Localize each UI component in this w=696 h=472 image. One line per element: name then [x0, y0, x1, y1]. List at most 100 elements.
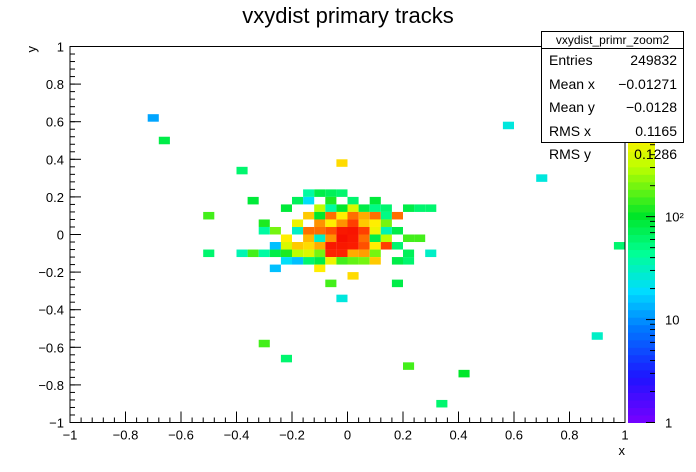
heatmap-cell	[292, 196, 304, 205]
palette-band	[628, 204, 655, 213]
palette-band	[628, 242, 655, 251]
x-tick-label: −0.4	[224, 428, 250, 443]
heatmap-cell	[347, 219, 359, 227]
heatmap-cell	[347, 226, 359, 235]
palette-band	[628, 196, 655, 205]
stats-label: Mean x	[549, 75, 595, 92]
palette-band	[628, 257, 655, 266]
heatmap-cell	[325, 257, 337, 265]
palette-band	[628, 317, 655, 326]
heatmap-cell	[292, 249, 304, 258]
heatmap-cell	[147, 114, 159, 122]
heatmap-cell	[292, 226, 304, 235]
heatmap-cell	[358, 211, 370, 220]
heatmap-cell	[269, 264, 281, 273]
y-axis-label: y	[24, 46, 39, 53]
x-tick-label: −0.6	[168, 428, 194, 443]
x-tick-label: 0	[344, 428, 351, 443]
heatmap-cell	[458, 369, 470, 378]
heatmap-cell	[358, 234, 370, 243]
heatmap-cell	[403, 249, 415, 258]
palette-band	[628, 384, 655, 393]
heatmap-cell	[203, 211, 215, 220]
heatmap-cell	[292, 242, 304, 250]
palette-band	[628, 159, 655, 168]
heatmap-cell	[380, 226, 392, 235]
heatmap-cell	[314, 234, 326, 243]
heatmap-cell	[303, 257, 315, 265]
heatmap-cell	[391, 279, 403, 288]
heatmap-cell	[303, 226, 315, 235]
heatmap-cell	[358, 242, 370, 250]
heatmap-cell	[158, 136, 170, 145]
heatmap-cell	[358, 204, 370, 212]
heatmap-cell	[325, 204, 337, 212]
heatmap-cell	[358, 226, 370, 235]
palette-band	[628, 407, 655, 416]
palette-band	[628, 287, 655, 296]
heatmap-cell	[369, 257, 381, 265]
stats-value: 0.1286	[634, 146, 677, 162]
heatmap-cell	[236, 249, 248, 258]
heatmap-cell	[280, 354, 292, 363]
palette-band	[628, 354, 655, 363]
heatmap-cell	[203, 249, 215, 258]
heatmap-cell	[325, 234, 337, 243]
heatmap-cell	[258, 339, 270, 348]
y-tick-label: 0.8	[46, 77, 64, 92]
heatmap-cell	[336, 249, 348, 258]
heatmap-cell	[380, 242, 392, 250]
palette-tick-label: 1	[665, 416, 672, 431]
heatmap-cell	[325, 279, 337, 288]
palette-band	[628, 249, 655, 258]
heatmap-cell	[391, 211, 403, 220]
heatmap-cell	[303, 211, 315, 220]
heatmap-cell	[347, 257, 359, 265]
heatmap-cell	[303, 196, 315, 205]
heatmap-cell	[391, 242, 403, 250]
heatmap-cell	[280, 249, 292, 258]
heatmap-cell	[325, 219, 337, 227]
heatmap-cell	[336, 204, 348, 212]
heatmap-cell	[380, 219, 392, 227]
y-tick-label: −0.4	[38, 303, 64, 318]
palette-band	[628, 339, 655, 348]
heatmap-cell	[380, 234, 392, 243]
heatmap-cell	[536, 174, 548, 182]
palette-band	[628, 294, 655, 303]
heatmap-cell	[336, 242, 348, 250]
heatmap-cell	[347, 196, 359, 205]
heatmap-cell	[347, 242, 359, 250]
x-tick-label: 0.8	[560, 428, 578, 443]
x-tick-label: −0.8	[113, 428, 139, 443]
palette-band	[628, 226, 655, 235]
heatmap-cell	[369, 219, 381, 227]
palette-tick-label: 10	[665, 313, 679, 328]
heatmap-cell	[403, 362, 415, 370]
heatmap-cell	[314, 257, 326, 265]
heatmap-cell	[347, 234, 359, 243]
heatmap-cell	[314, 249, 326, 258]
heatmap-cell	[403, 257, 415, 265]
heatmap-cell	[325, 249, 337, 258]
palette-band	[628, 181, 655, 190]
heatmap-cell	[380, 211, 392, 220]
stats-row: Mean x −0.01271	[542, 73, 683, 97]
heatmap-cell	[247, 196, 259, 205]
stats-row: Mean y −0.0128	[542, 96, 683, 120]
heatmap-cell	[314, 204, 326, 212]
heatmap-cell	[325, 226, 337, 235]
heatmap-cell	[314, 242, 326, 250]
heatmap-cell	[269, 226, 281, 235]
heatmap-cell	[425, 249, 437, 258]
heatmap-cell	[325, 196, 337, 205]
stats-label: RMS x	[549, 122, 591, 139]
y-tick-label: −1	[49, 416, 64, 431]
y-tick-label: 0.4	[46, 152, 64, 167]
heatmap-cell	[347, 204, 359, 212]
palette-band	[628, 399, 655, 408]
palette-band	[628, 332, 655, 341]
heatmap-cell	[369, 226, 381, 235]
heatmap-cell	[358, 219, 370, 227]
heatmap-cell	[403, 234, 415, 243]
